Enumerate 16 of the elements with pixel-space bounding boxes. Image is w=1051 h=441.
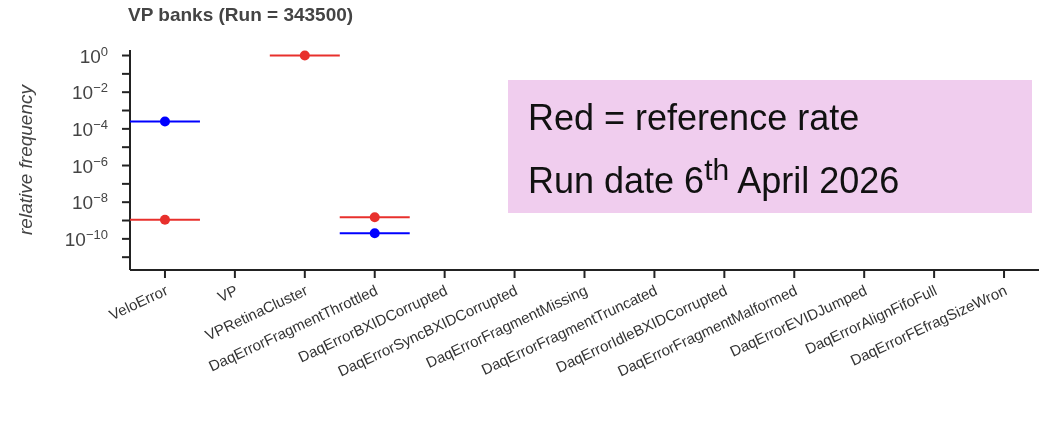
y-tick-label: 10$^{0}$ bbox=[79, 43, 108, 67]
point bbox=[369, 212, 380, 223]
annotation: Run date 6$^{th}$ April 2026 bbox=[528, 152, 901, 203]
y-tick-label: 10$^{−2}$ bbox=[72, 79, 108, 104]
note-box: Red = reference rate Run date 6$^{th}$ April 2026 bbox=[508, 80, 1032, 213]
annotation: Red = reference rate bbox=[528, 96, 861, 140]
y-tick-label: 10$^{−10}$ bbox=[64, 226, 108, 250]
y-tick-label: 10$^{−4}$ bbox=[72, 116, 108, 140]
point bbox=[369, 228, 380, 239]
point bbox=[159, 116, 170, 127]
y-axis-title: relative frequency bbox=[15, 85, 37, 235]
point bbox=[299, 50, 310, 61]
y-tick-label: 10$^{−6}$ bbox=[72, 153, 108, 177]
point bbox=[159, 214, 170, 225]
chart-title: VP banks (Run = 343500) bbox=[128, 4, 354, 26]
y-tick-label: 10$^{−8}$ bbox=[72, 189, 108, 214]
